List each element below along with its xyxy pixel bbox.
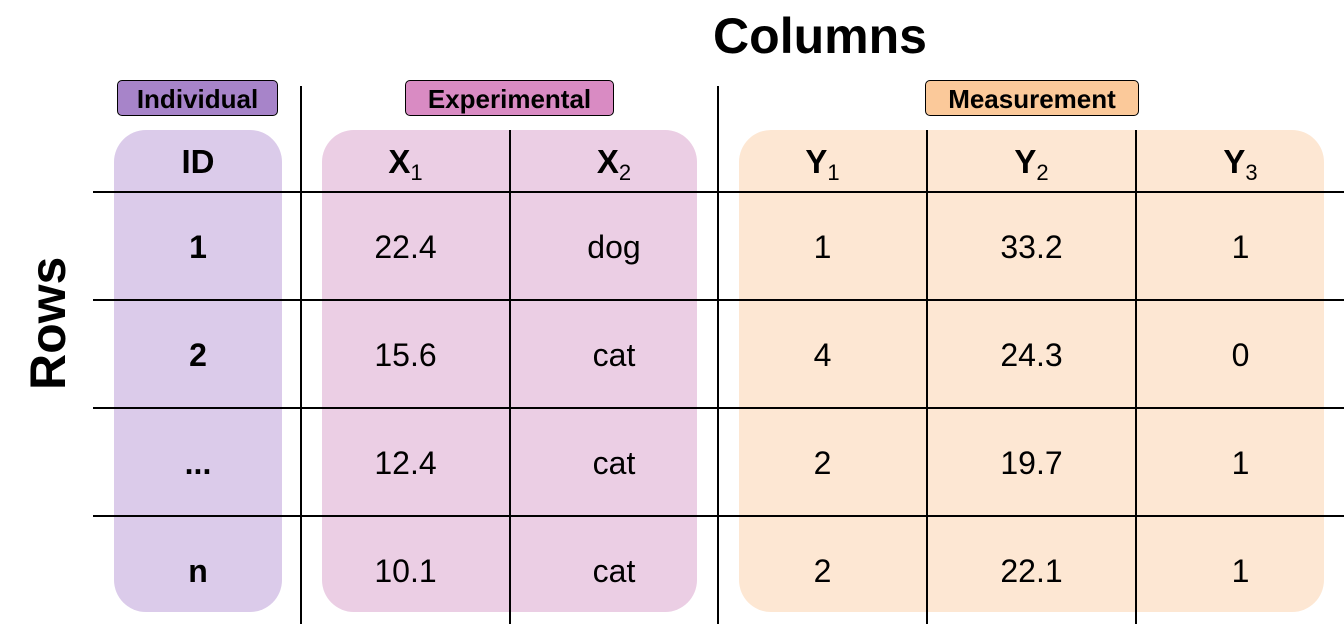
y1-cell: 4 [813,337,832,373]
x1-cell: 12.4 [374,445,437,481]
x1-cell: 10.1 [374,553,437,589]
y1-cell: 2 [813,445,832,481]
y3-cell: 0 [1231,337,1250,373]
group-divider-line [717,86,719,624]
individual-group-label: Individual [117,80,278,116]
row-id-cell: n [188,553,208,589]
x2-cell: cat [592,337,636,373]
row-divider-line [93,299,1344,301]
row-id-cell: ... [184,445,212,481]
experimental-group-label: Experimental [405,80,614,116]
y3-cell: 1 [1231,445,1250,481]
group-divider-line [300,86,302,624]
measurement-group-label: Measurement [925,80,1139,116]
header-x2: X2 [596,143,632,185]
column-divider-line [1135,130,1137,624]
y1-cell: 2 [813,553,832,589]
header-id: ID [181,143,215,180]
row-id-cell: 2 [189,337,207,373]
header-x1: X1 [388,143,423,185]
x1-cell: 22.4 [374,229,437,265]
y2-cell: 33.2 [1000,229,1063,265]
row-divider-line [93,191,1344,193]
y2-cell: 24.3 [1000,337,1063,373]
y1-cell: 1 [813,229,832,265]
header-y1: Y1 [805,143,840,185]
column-divider-line [509,130,511,624]
row-id-cell: 1 [189,229,207,265]
x2-cell: dog [587,229,641,265]
header-y2: Y2 [1014,143,1049,185]
measurement-panel [739,130,1324,612]
column-divider-line [926,130,928,624]
rows-title: Rows [20,256,76,390]
header-y3: Y3 [1223,143,1258,185]
row-divider-line [93,515,1344,517]
columns-title: Columns [713,8,927,64]
y3-cell: 1 [1231,229,1250,265]
y2-cell: 22.1 [1000,553,1063,589]
x1-cell: 15.6 [374,337,437,373]
x2-cell: cat [592,445,636,481]
x2-cell: cat [592,553,636,589]
individual-panel [114,130,282,612]
row-divider-line [93,407,1344,409]
y3-cell: 1 [1231,553,1250,589]
y2-cell: 19.7 [1000,445,1063,481]
